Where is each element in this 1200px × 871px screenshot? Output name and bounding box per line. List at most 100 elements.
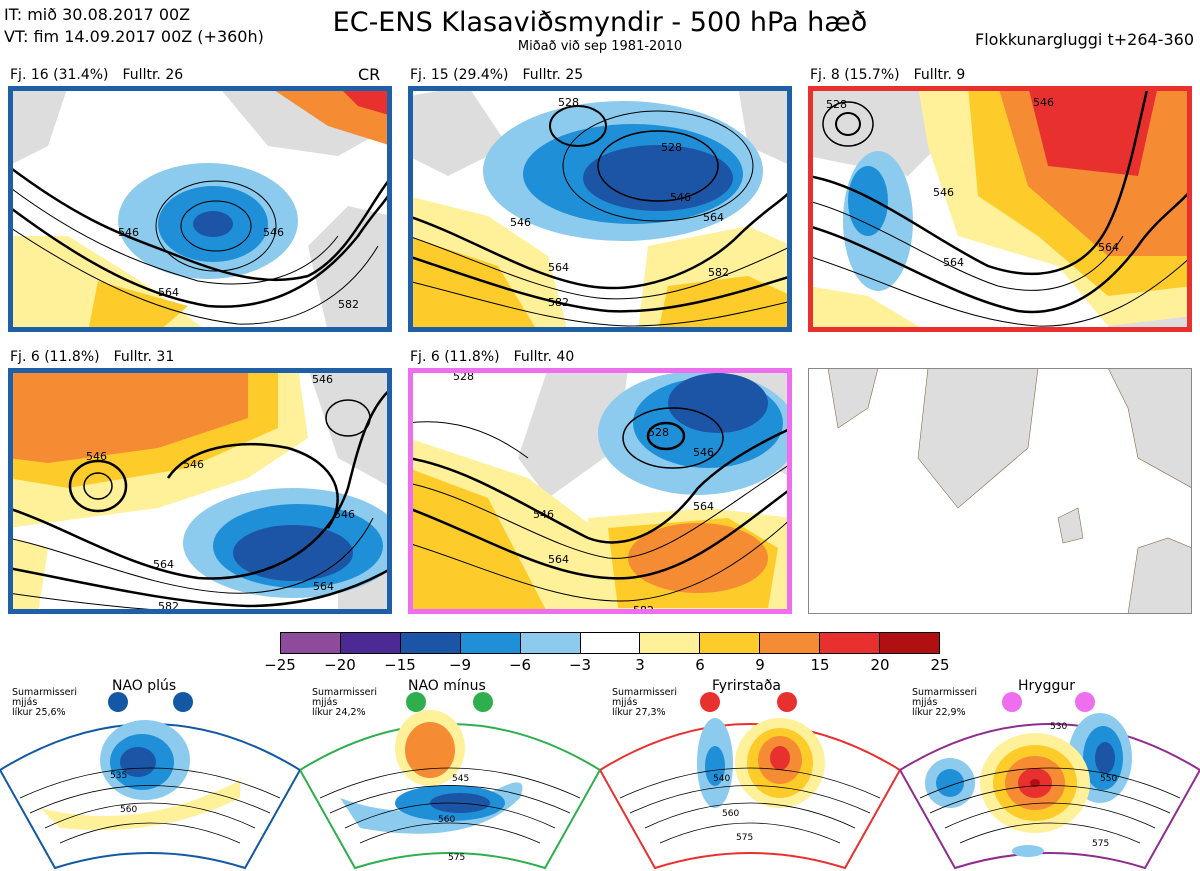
contour-label: 550 [1100, 774, 1117, 784]
contour-label: 528 [826, 98, 847, 111]
cluster-2-count: Fj. 15 (29.4%) [410, 67, 509, 83]
smoothing: mjjás [612, 697, 638, 708]
regime-fyrirstada-note: Sumarmisseri mjjás líkur 27,3% [612, 688, 677, 718]
contour-label: 575 [736, 833, 753, 843]
contour-label: 528 [648, 426, 669, 439]
contour-label: 582 [548, 296, 569, 309]
cluster-4-label: Fj. 6 (11.8%) Fulltr. 31 [10, 349, 174, 365]
season: Sumarmisseri [312, 687, 378, 698]
cluster-1-map: 546 546 564 582 [8, 86, 392, 332]
season: Sumarmisseri [12, 687, 78, 698]
regime-dot [473, 692, 493, 712]
cluster-1-label: Fj. 16 (31.4%) Fulltr. 26 [10, 67, 183, 83]
colorbar-tick-label: −20 [324, 656, 356, 674]
contour-label: 560 [438, 815, 455, 825]
page-title: EC-ENS Klasaviðsmyndir - 500 hPa hæð [332, 7, 868, 38]
colorbar-tick-label: −25 [264, 656, 296, 674]
contour-label: 546 [1033, 96, 1054, 109]
colorbar-swatch [880, 633, 939, 653]
contour-label: 575 [448, 853, 465, 863]
contour-label: 535 [110, 771, 127, 781]
smoothing: mjjás [12, 697, 38, 708]
cluster-1-tag: CR [358, 65, 381, 84]
colorbar-swatch [820, 633, 881, 653]
colorbar-tick-label: 25 [930, 656, 950, 674]
contour-label: 564 [693, 500, 714, 513]
cluster-4-count: Fj. 6 (11.8%) [10, 349, 100, 365]
colorbar-tick-label: −9 [448, 656, 472, 674]
regime-hryggur: 530 550 575 Sumarmisseri mjjás líkur 22,9%… [900, 678, 1200, 871]
contour-label: 528 [453, 370, 474, 383]
likelihood: líkur 27,3% [612, 707, 666, 718]
contour-label: 546 [533, 508, 554, 521]
contour-label: 564 [313, 580, 334, 593]
contour-label: 546 [670, 191, 691, 204]
colorbar-tick-label: 20 [870, 656, 890, 674]
colorbar-swatch [760, 633, 821, 653]
colorbar-swatch [640, 633, 701, 653]
contour-label: 546 [312, 373, 333, 386]
window-label: Flokkunargluggi t+264-360 [975, 30, 1194, 49]
contour-label: 564 [1098, 241, 1119, 254]
colorbar-tick-label: −6 [508, 656, 532, 674]
cluster-1-rep: Fulltr. 26 [122, 67, 184, 83]
cluster-4-rep: Fulltr. 31 [113, 349, 175, 365]
colorbar-swatch [400, 633, 461, 653]
contour-label: 564 [153, 558, 174, 571]
contour-label: 546 [183, 458, 204, 471]
valid-time: VT: fim 14.09.2017 00Z (+360h) [4, 27, 264, 46]
contour-label: 528 [661, 141, 682, 154]
regime-dot [108, 692, 128, 712]
likelihood: líkur 22,9% [912, 707, 966, 718]
contour-label: 546 [510, 216, 531, 229]
regime-dot [777, 692, 797, 712]
contour-label: 582 [338, 298, 359, 311]
contour-label: 560 [120, 805, 137, 815]
regime-dot [1075, 692, 1095, 712]
colorbar-swatch [281, 633, 341, 653]
contour-label: 530 [1050, 722, 1067, 732]
colorbar [280, 632, 940, 654]
contour-label: 582 [708, 266, 729, 279]
contour-label: 546 [933, 186, 954, 199]
contour-label: 528 [558, 96, 579, 109]
contour-label: 560 [722, 809, 739, 819]
cluster-3-map: 528 546 546 564 564 [808, 86, 1192, 332]
regime-nao-minus-title: NAO mínus [408, 678, 486, 694]
smoothing: mjjás [312, 697, 338, 708]
regime-nao-minus-note: Sumarmisseri mjjás líkur 24,2% [312, 688, 377, 718]
cluster-3-rep: Fulltr. 9 [913, 67, 966, 83]
colorbar-tick-label: 9 [755, 656, 765, 674]
colorbar-swatch [580, 633, 641, 653]
contour-label: 546 [334, 508, 355, 521]
cluster-3-label: Fj. 8 (15.7%) Fulltr. 9 [810, 67, 965, 83]
contour-label: 564 [158, 286, 179, 299]
cluster-2-frame [408, 86, 792, 332]
colorbar-swatch [520, 633, 581, 653]
regime-hryggur-title: Hryggur [1018, 678, 1075, 694]
contour-label: 546 [86, 450, 107, 463]
colorbar-swatch [340, 633, 401, 653]
regime-dot [406, 692, 426, 712]
likelihood: líkur 25,6% [12, 707, 66, 718]
cluster-5-frame [408, 368, 792, 614]
cluster-2-label: Fj. 15 (29.4%) Fulltr. 25 [410, 67, 583, 83]
regime-hryggur-note: Sumarmisseri mjjás líkur 22,9% [912, 688, 977, 718]
colorbar-tick-label: 15 [810, 656, 830, 674]
regime-fyrirstada-title: Fyrirstaða [712, 678, 781, 694]
regime-fyrirstada: 540 560 575 Sumarmisseri mjjás líkur 27,3%… [600, 678, 900, 871]
cluster-5-map: 528 528 546 546 564 564 582 [408, 368, 792, 614]
regime-dot [700, 692, 720, 712]
cluster-2-rep: Fulltr. 25 [522, 67, 584, 83]
cluster-5-rep: Fulltr. 40 [513, 349, 575, 365]
contour-label: 546 [263, 226, 284, 239]
init-time: IT: mið 30.08.2017 00Z [4, 5, 191, 24]
smoothing: mjjás [912, 697, 938, 708]
colorbar-swatch [460, 633, 521, 653]
season: Sumarmisseri [612, 687, 678, 698]
colorbar-tick-label: 6 [695, 656, 705, 674]
season: Sumarmisseri [912, 687, 978, 698]
contour-label: 564 [703, 211, 724, 224]
regime-nao-plus: 535 560 Sumarmisseri mjjás líkur 25,6% NAO… [0, 678, 300, 871]
contour-label: 575 [1092, 839, 1109, 849]
